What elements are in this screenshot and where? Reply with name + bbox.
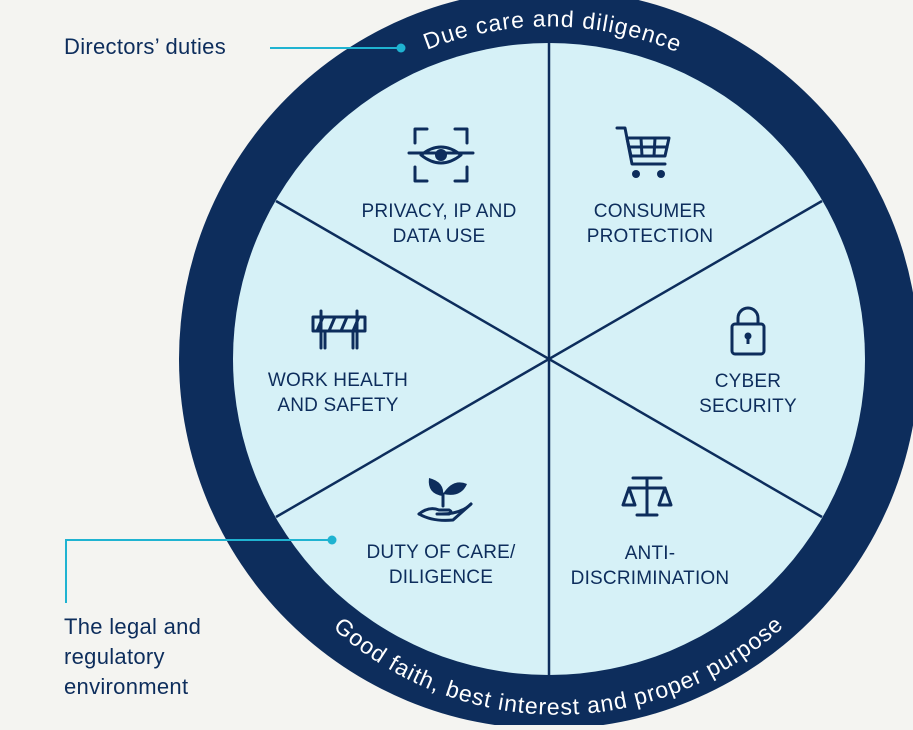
barrier-icon: [311, 309, 367, 350]
callout-legal-environment: The legal and regulatory environment: [64, 614, 202, 699]
sector-label-anti: ANTI- DISCRIMINATION: [570, 543, 730, 589]
scales-icon: [621, 476, 673, 517]
padlock-icon: [730, 306, 766, 356]
eye-scan-icon: [407, 127, 475, 183]
hand-plant-icon: [417, 478, 473, 522]
sector-label-duty: DUTY OF CARE/ DILIGENCE: [366, 542, 516, 588]
sector-label-privacy: PRIVACY, IP AND DATA USE: [361, 201, 517, 247]
sector-label-cyber: CYBER SECURITY: [699, 371, 797, 417]
sector-label-consumer: CONSUMER PROTECTION: [586, 201, 714, 247]
callout-directors-line: [270, 43, 406, 53]
shopping-cart-icon: [615, 126, 671, 178]
sector-label-whs: WORK HEALTH AND SAFETY: [267, 370, 409, 416]
callout-directors-duties: Directors’ duties: [64, 34, 227, 59]
callout-legal-line: [65, 535, 337, 603]
sector-dividers: [275, 43, 823, 675]
